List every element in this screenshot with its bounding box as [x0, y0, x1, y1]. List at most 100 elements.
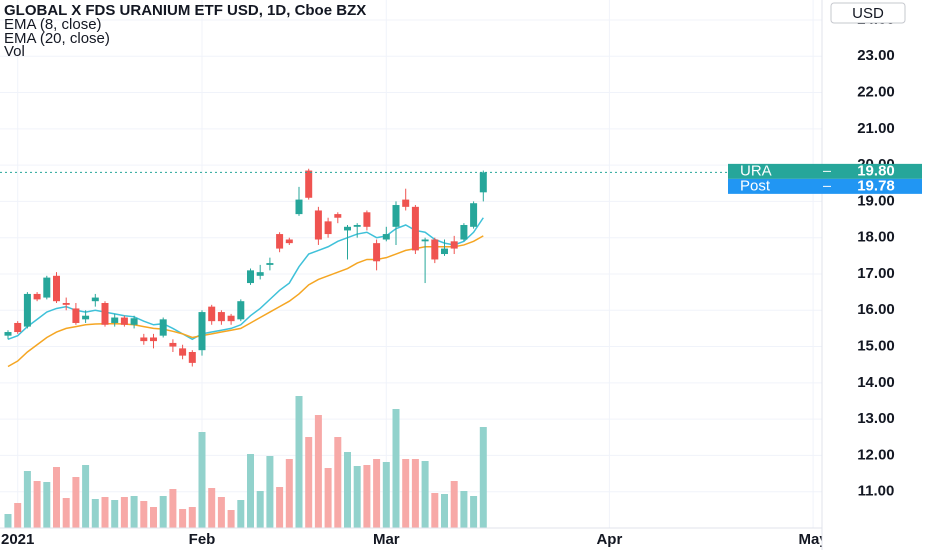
volume-bar	[72, 477, 80, 528]
volume-bar	[33, 481, 41, 528]
currency-box[interactable]	[830, 2, 906, 24]
y-tick-label: 17.00	[857, 265, 895, 282]
candle-body	[479, 172, 487, 193]
candle-body	[150, 337, 157, 342]
y-tick-label: 11.00	[858, 483, 895, 500]
candle-body	[460, 224, 468, 240]
volume-bar	[411, 459, 419, 528]
volume-bar	[62, 498, 70, 528]
candle-body	[363, 212, 371, 227]
candle-body	[140, 337, 148, 342]
candle-body	[179, 348, 187, 356]
y-tick-label: 19.00	[857, 192, 895, 209]
candle-body	[256, 272, 264, 276]
volume-bar	[130, 496, 138, 528]
candle-body	[159, 319, 167, 336]
volume-bar	[314, 415, 322, 528]
volume-bar	[334, 437, 342, 528]
candle-body	[53, 275, 60, 302]
candle-body	[23, 293, 31, 327]
volume-bar	[91, 499, 99, 528]
volume-bar	[4, 514, 12, 528]
volume-bar	[431, 493, 439, 528]
volume-bar	[305, 437, 313, 528]
candle-body	[101, 303, 109, 325]
candle-body	[62, 303, 70, 305]
candle-body	[130, 318, 138, 325]
currency: USD	[852, 5, 884, 22]
candle-body	[402, 199, 410, 207]
x-tick-label: Apr	[596, 531, 622, 548]
volume-bar	[120, 497, 128, 528]
candle-body	[4, 332, 12, 336]
candle-body	[431, 239, 439, 260]
candle-body	[334, 214, 342, 218]
y-tick-label: 23.00	[857, 47, 895, 64]
y-tick-label: 12.00	[857, 446, 895, 463]
post-price-name: Post	[740, 177, 771, 194]
last-price-name: URA	[740, 162, 772, 179]
candle-body	[314, 210, 322, 240]
volume-bar	[441, 494, 448, 528]
volume-bar	[23, 471, 31, 528]
last-price-value: 19.80	[857, 162, 895, 179]
x-tick-label: 2021	[1, 531, 34, 548]
ema-line	[7, 217, 484, 341]
price-axis: 11.00 12.00 13.00 14.00 15.00 16.00 17.00 18.00…	[857, 11, 895, 500]
volume-bar	[285, 459, 293, 528]
volume-bar	[111, 500, 119, 528]
candle-body	[72, 308, 80, 323]
volume-bar	[363, 465, 371, 528]
volume-bar	[159, 496, 167, 528]
candle-body	[91, 297, 99, 302]
volume-bar	[402, 459, 410, 528]
volume-bar	[382, 462, 390, 528]
candle-body	[188, 352, 196, 363]
volume-bar	[188, 507, 196, 528]
candle-body	[285, 239, 293, 244]
candle-body	[470, 203, 478, 227]
candle-body	[411, 206, 419, 251]
y-tick-label: 22.00	[857, 84, 895, 101]
candle-body	[450, 241, 458, 249]
candle-body	[353, 224, 361, 227]
y-tick-label: 18.00	[857, 229, 895, 246]
volume-bar	[373, 459, 381, 528]
candle-body	[217, 312, 225, 322]
candle-body	[247, 270, 254, 284]
y-tick-label: 15.00	[857, 338, 895, 355]
candle-body	[237, 301, 245, 320]
candle-body	[373, 243, 381, 262]
x-tick-label: May	[799, 531, 829, 548]
candle-body	[344, 226, 351, 231]
volume-bar	[53, 467, 60, 528]
indicator-legend[interactable]: EMA (8, close)	[4, 16, 102, 33]
volume-bar	[208, 488, 216, 528]
y-tick-label: 14.00	[857, 374, 895, 391]
volume-bar	[237, 500, 245, 528]
volume-bar	[266, 456, 274, 528]
y-tick-label: 13.00	[857, 410, 895, 427]
volume-bar	[353, 466, 361, 528]
volume-bar	[140, 501, 148, 528]
volume-bar	[324, 468, 332, 528]
candle-body	[382, 234, 390, 240]
indicator-legend[interactable]: EMA (20, close)	[4, 30, 110, 47]
volume-legend[interactable]: Vol	[4, 43, 25, 60]
candle-body	[14, 322, 22, 333]
candle-body	[198, 312, 206, 351]
volume-bar	[421, 461, 429, 528]
candle-body	[421, 239, 429, 242]
candle-body	[111, 317, 119, 323]
volume-bar	[169, 489, 177, 528]
volume-bar	[217, 497, 225, 528]
volume-bar	[150, 507, 157, 528]
candle-body	[120, 317, 128, 325]
volume-bar	[179, 509, 187, 528]
volume-bar	[392, 409, 400, 528]
volume-bar	[470, 496, 478, 528]
volume-bar	[101, 497, 109, 528]
x-tick-label: Mar	[373, 531, 400, 548]
